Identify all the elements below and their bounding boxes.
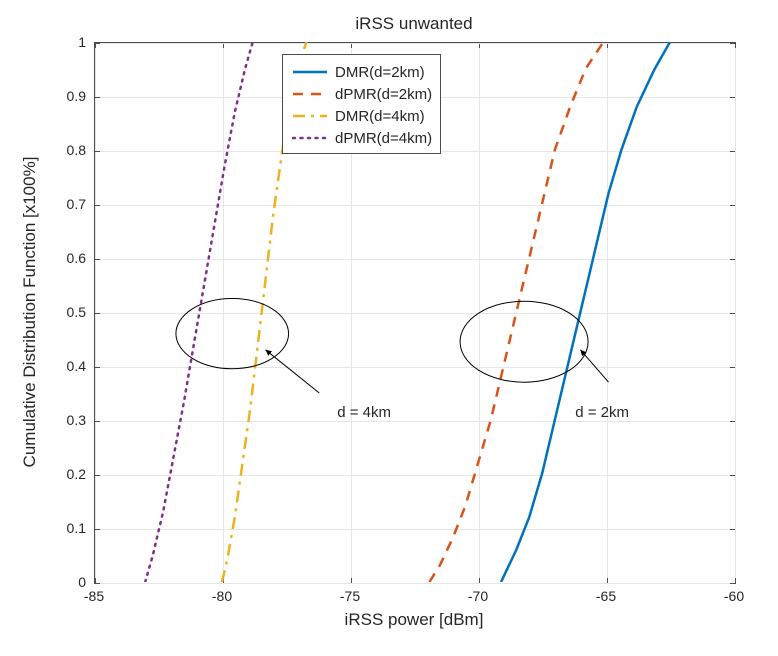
grid-vline: [735, 43, 736, 583]
y-tick-mark: [95, 367, 100, 368]
y-tick-mark: [730, 313, 735, 314]
y-tick-label: 0.6: [67, 250, 86, 266]
y-tick-mark: [730, 583, 735, 584]
y-tick-mark: [730, 529, 735, 530]
x-tick-label: -85: [84, 588, 104, 604]
y-tick-label: 1: [78, 34, 86, 50]
y-tick-mark: [730, 259, 735, 260]
y-tick-label: 0.5: [67, 304, 86, 320]
grid-hline: [95, 475, 735, 476]
y-tick-label: 0.3: [67, 412, 86, 428]
legend-item: dPMR(d=4km): [291, 127, 432, 149]
y-tick-mark: [95, 205, 100, 206]
legend-item: dPMR(d=2km): [291, 83, 432, 105]
y-tick-mark: [95, 475, 100, 476]
y-tick-mark: [730, 421, 735, 422]
grid-hline: [95, 43, 735, 44]
grid-hline: [95, 529, 735, 530]
x-tick-label: -75: [340, 588, 360, 604]
grid-hline: [95, 313, 735, 314]
y-tick-mark: [95, 43, 100, 44]
annotation-text: d = 2km: [575, 404, 629, 421]
x-tick-mark: [735, 43, 736, 48]
y-tick-mark: [730, 151, 735, 152]
y-tick-label: 0.8: [67, 142, 86, 158]
legend-label: DMR(d=4km): [335, 108, 425, 125]
legend-swatch: [291, 83, 329, 105]
x-tick-label: -70: [468, 588, 488, 604]
y-tick-mark: [730, 475, 735, 476]
y-tick-mark: [730, 205, 735, 206]
y-tick-label: 0.4: [67, 358, 86, 374]
x-tick-mark: [735, 578, 736, 583]
y-tick-mark: [95, 421, 100, 422]
y-tick-mark: [95, 313, 100, 314]
grid-hline: [95, 205, 735, 206]
legend-item: DMR(d=2km): [291, 61, 432, 83]
y-tick-mark: [730, 367, 735, 368]
legend-swatch: [291, 61, 329, 83]
y-tick-label: 0.2: [67, 466, 86, 482]
y-tick-mark: [95, 97, 100, 98]
y-tick-mark: [730, 97, 735, 98]
x-tick-label: -60: [724, 588, 744, 604]
legend-label: DMR(d=2km): [335, 64, 425, 81]
y-tick-mark: [95, 259, 100, 260]
y-tick-mark: [95, 151, 100, 152]
legend-label: dPMR(d=4km): [335, 130, 432, 147]
grid-hline: [95, 259, 735, 260]
x-tick-label: -65: [596, 588, 616, 604]
legend: DMR(d=2km) dPMR(d=2km) DMR(d=4km) dPMR(d=4k…: [282, 54, 441, 154]
figure: iRSS unwanted iRSS power [dBm] Cumulativ…: [0, 0, 778, 656]
y-tick-label: 0: [78, 574, 86, 590]
y-tick-label: 0.1: [67, 520, 86, 536]
legend-swatch: [291, 127, 329, 149]
x-tick-label: -80: [212, 588, 232, 604]
y-tick-mark: [95, 583, 100, 584]
grid-hline: [95, 367, 735, 368]
legend-item: DMR(d=4km): [291, 105, 432, 127]
y-tick-mark: [95, 529, 100, 530]
y-tick-label: 0.7: [67, 196, 86, 212]
y-tick-mark: [730, 43, 735, 44]
legend-label: dPMR(d=2km): [335, 86, 432, 103]
annotation-text: d = 4km: [337, 404, 391, 421]
x-axis-label: iRSS power [dBm]: [345, 610, 484, 630]
legend-swatch: [291, 105, 329, 127]
grid-hline: [95, 583, 735, 584]
y-tick-label: 0.9: [67, 88, 86, 104]
y-axis-label: Cumulative Distribution Function [x100%]: [20, 157, 40, 468]
chart-title: iRSS unwanted: [355, 14, 472, 34]
grid-hline: [95, 421, 735, 422]
